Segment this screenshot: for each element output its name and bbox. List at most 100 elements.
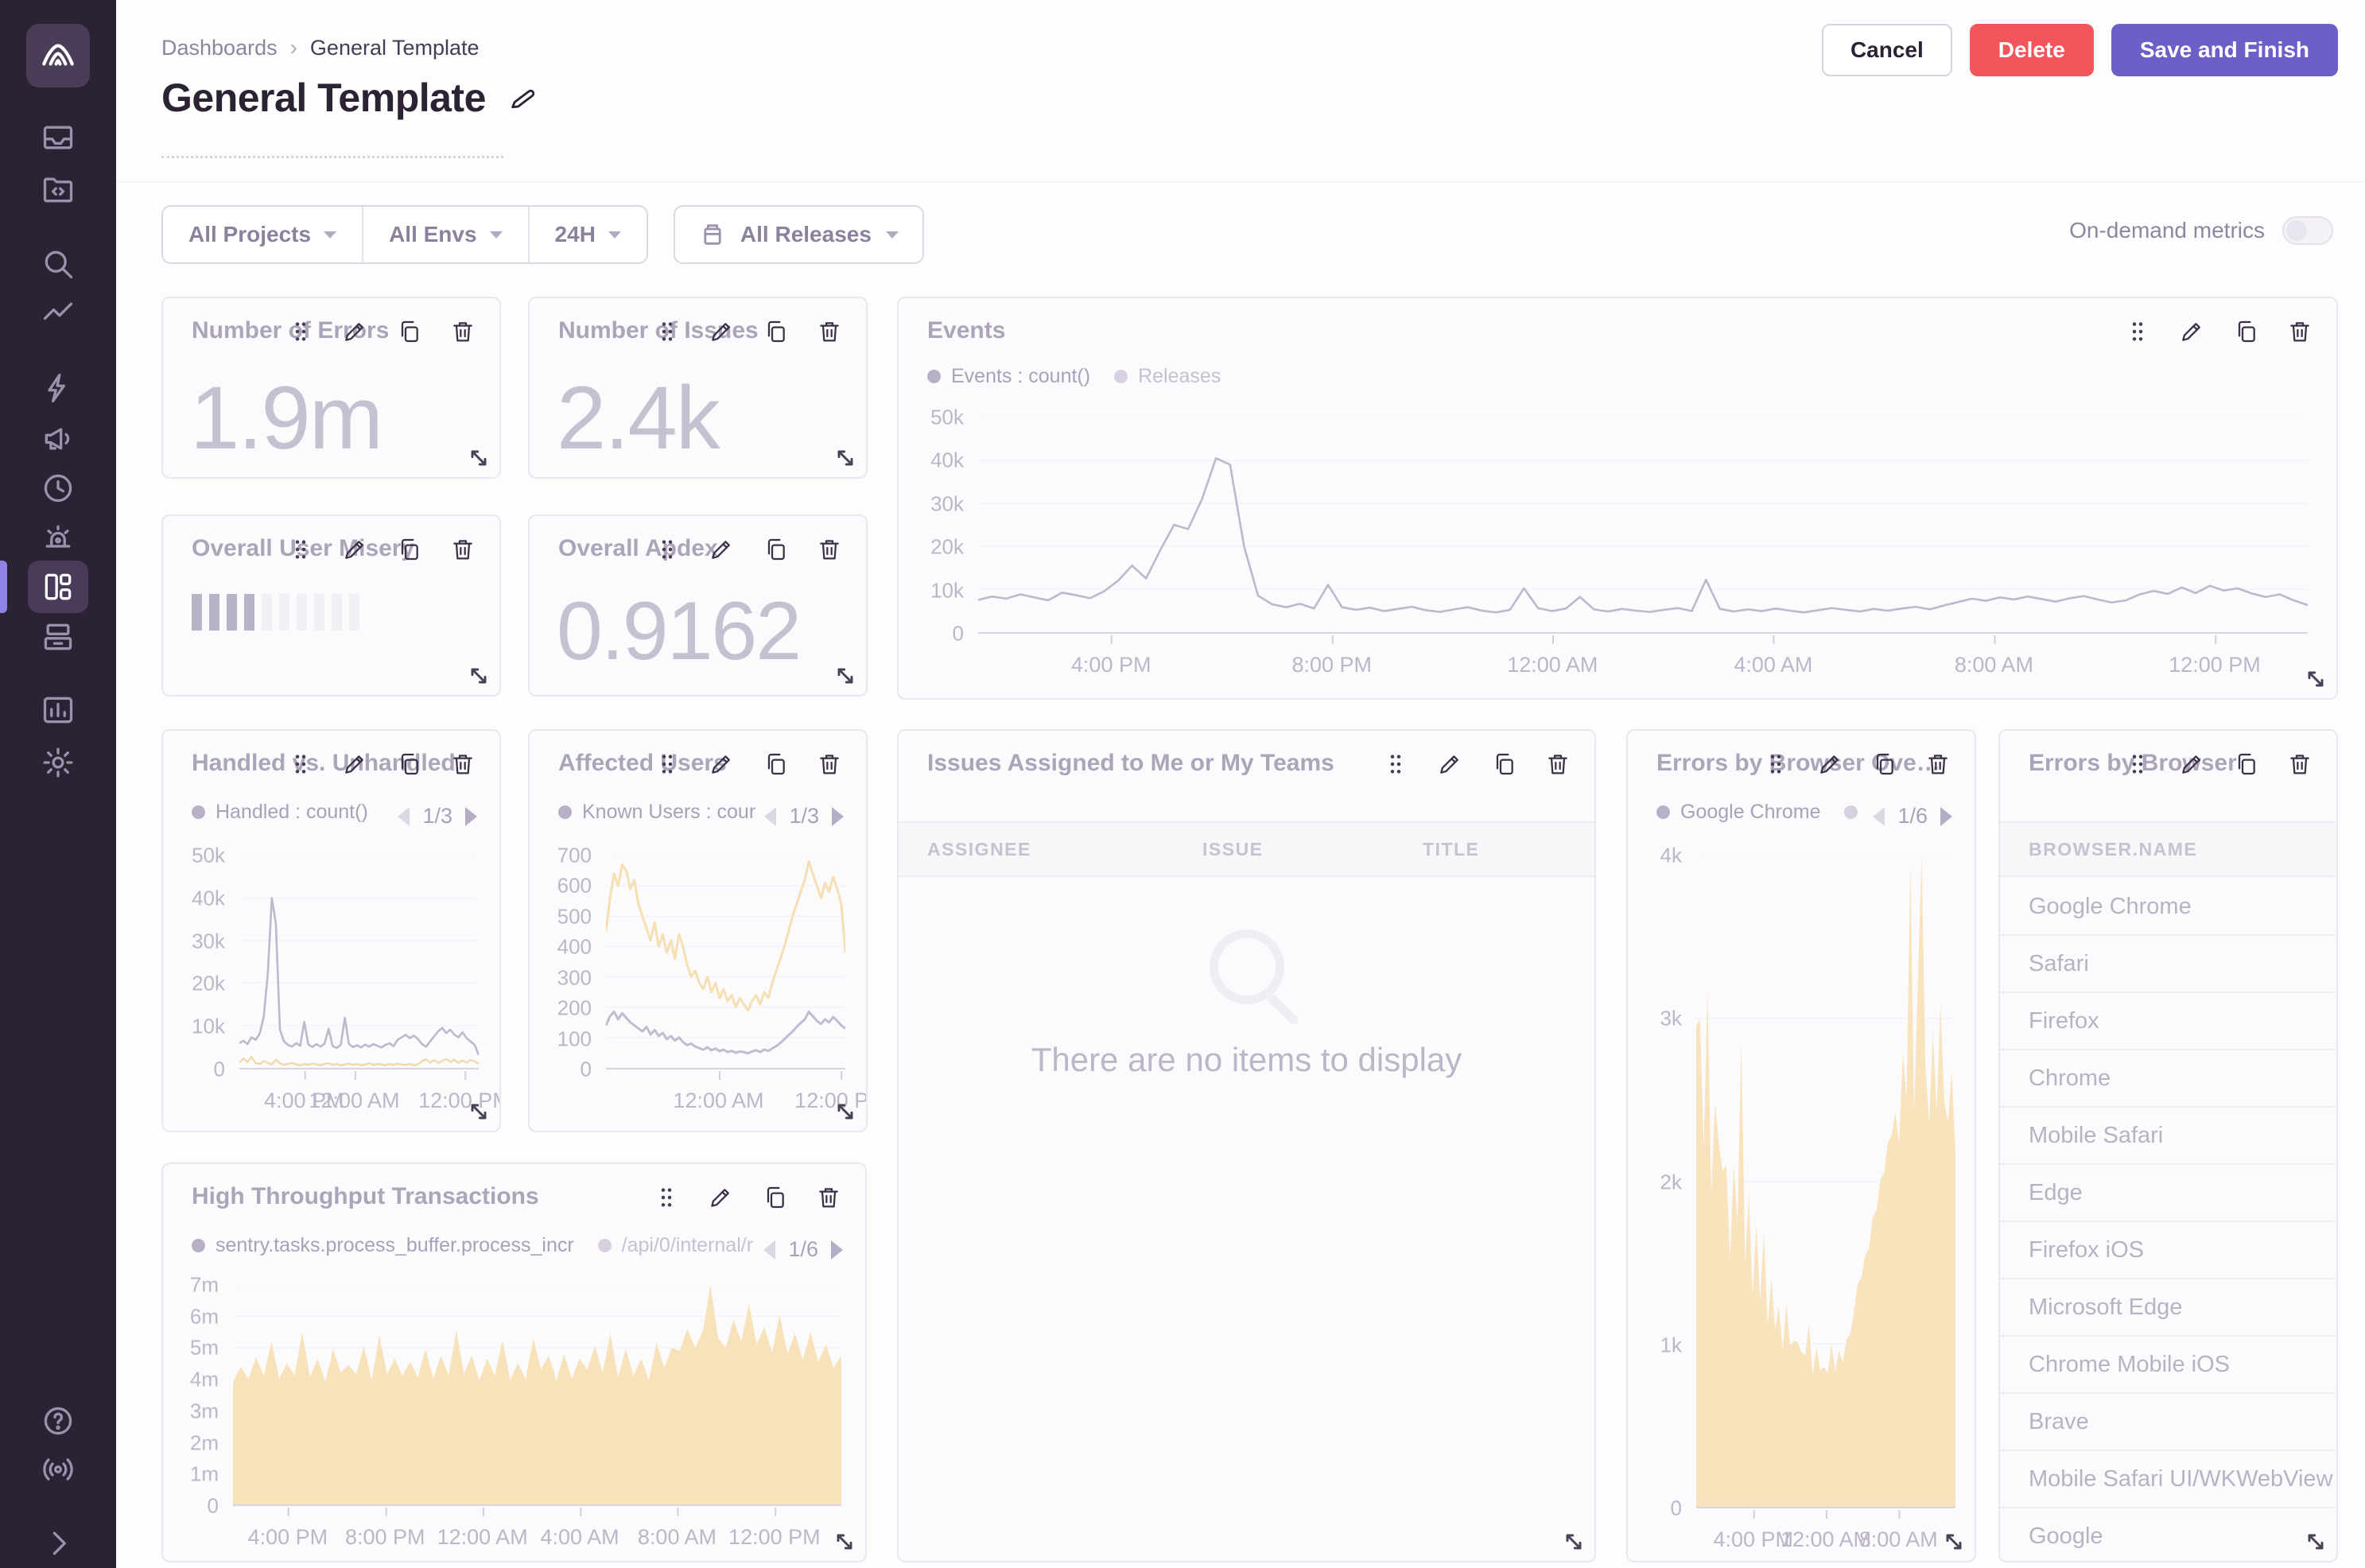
widget-high-throughput-transactions: High Throughput Transactions sentry.task… bbox=[161, 1162, 867, 1562]
drag-handle-icon[interactable] bbox=[2125, 751, 2150, 777]
sidebar-item-whats-new[interactable] bbox=[34, 1446, 82, 1492]
drag-handle-icon[interactable] bbox=[654, 751, 680, 777]
edit-widget-icon[interactable] bbox=[709, 751, 734, 777]
duplicate-widget-icon[interactable] bbox=[763, 319, 788, 344]
resize-handle[interactable] bbox=[466, 445, 491, 471]
resize-handle[interactable] bbox=[1561, 1529, 1586, 1554]
previous-page-icon[interactable] bbox=[763, 1240, 776, 1259]
duplicate-widget-icon[interactable] bbox=[2233, 319, 2258, 344]
delete-widget-icon[interactable] bbox=[817, 537, 842, 562]
duplicate-widget-icon[interactable] bbox=[762, 1185, 787, 1210]
resize-handle[interactable] bbox=[2303, 1529, 2328, 1554]
drag-handle-icon[interactable] bbox=[654, 1185, 679, 1210]
duplicate-widget-icon[interactable] bbox=[1871, 751, 1897, 777]
next-page-icon[interactable] bbox=[1940, 806, 1952, 826]
sidebar-item-performance[interactable] bbox=[34, 291, 82, 337]
projects-filter[interactable]: All Projects bbox=[163, 207, 362, 262]
delete-widget-icon[interactable] bbox=[450, 537, 476, 562]
resize-handle[interactable] bbox=[466, 1099, 491, 1124]
save-and-finish-button[interactable]: Save and Finish bbox=[2111, 24, 2338, 76]
drag-handle-icon[interactable] bbox=[288, 537, 313, 562]
delete-widget-icon[interactable] bbox=[816, 1185, 841, 1210]
sidebar-item-projects[interactable] bbox=[34, 166, 82, 212]
edit-widget-icon[interactable] bbox=[709, 537, 734, 562]
delete-widget-icon[interactable] bbox=[1925, 751, 1951, 777]
drag-handle-icon[interactable] bbox=[654, 319, 680, 344]
drag-handle-icon[interactable] bbox=[2125, 319, 2150, 344]
on-demand-metrics-row: On-demand metrics bbox=[2069, 216, 2333, 245]
next-page-icon[interactable] bbox=[832, 806, 844, 826]
sidebar-item-alerts[interactable] bbox=[34, 514, 82, 561]
duplicate-widget-icon[interactable] bbox=[763, 751, 788, 777]
sidebar-item-archive[interactable] bbox=[34, 614, 82, 660]
delete-widget-icon[interactable] bbox=[817, 751, 842, 777]
sentry-logo[interactable] bbox=[26, 24, 90, 87]
edit-title-icon[interactable] bbox=[505, 80, 537, 116]
previous-page-icon[interactable] bbox=[398, 806, 410, 826]
duplicate-widget-icon[interactable] bbox=[2233, 751, 2258, 777]
sidebar-item-user-feedback[interactable] bbox=[34, 415, 82, 461]
resize-handle[interactable] bbox=[833, 663, 858, 689]
delete-widget-icon[interactable] bbox=[2287, 319, 2313, 344]
resize-handle[interactable] bbox=[466, 663, 491, 689]
sidebar-item-crons[interactable] bbox=[34, 465, 82, 511]
resize-handle[interactable] bbox=[1941, 1529, 1967, 1554]
sidebar-item-releases[interactable] bbox=[34, 365, 82, 411]
edit-widget-icon[interactable] bbox=[342, 319, 367, 344]
edit-widget-icon[interactable] bbox=[1437, 751, 1462, 777]
duplicate-widget-icon[interactable] bbox=[763, 537, 788, 562]
delete-widget-icon[interactable] bbox=[1545, 751, 1571, 777]
previous-page-icon[interactable] bbox=[1873, 806, 1885, 826]
edit-widget-icon[interactable] bbox=[1817, 751, 1843, 777]
edit-widget-icon[interactable] bbox=[342, 751, 367, 777]
sidebar-item-stats[interactable] bbox=[34, 687, 82, 733]
sidebar-item-dashboards[interactable] bbox=[28, 561, 88, 613]
time-range-filter[interactable]: 24H bbox=[527, 207, 647, 262]
on-demand-metrics-toggle[interactable] bbox=[2282, 216, 2333, 245]
environments-filter[interactable]: All Envs bbox=[362, 207, 527, 262]
duplicate-widget-icon[interactable] bbox=[1491, 751, 1516, 777]
cancel-button[interactable]: Cancel bbox=[1821, 24, 1952, 76]
legend-dot bbox=[558, 805, 572, 819]
resize-handle[interactable] bbox=[833, 445, 858, 471]
delete-widget-icon[interactable] bbox=[2287, 751, 2313, 777]
next-page-icon[interactable] bbox=[831, 1240, 843, 1259]
edit-widget-icon[interactable] bbox=[708, 1185, 733, 1210]
table-row: Safari bbox=[2000, 936, 2336, 993]
resize-handle[interactable] bbox=[832, 1529, 857, 1554]
widget-controls bbox=[288, 751, 476, 777]
drag-handle-icon[interactable] bbox=[654, 537, 680, 562]
duplicate-widget-icon[interactable] bbox=[396, 537, 421, 562]
delete-button[interactable]: Delete bbox=[1969, 24, 2094, 76]
delete-widget-icon[interactable] bbox=[450, 751, 476, 777]
sidebar-item-search[interactable] bbox=[34, 241, 82, 287]
edit-widget-icon[interactable] bbox=[2179, 319, 2204, 344]
sidebar-item-help[interactable] bbox=[34, 1398, 82, 1444]
duplicate-widget-icon[interactable] bbox=[396, 319, 421, 344]
duplicate-widget-icon[interactable] bbox=[396, 751, 421, 777]
sidebar-item-settings[interactable] bbox=[34, 739, 82, 786]
widget-title: Affected Users bbox=[558, 750, 727, 776]
resize-handle[interactable] bbox=[2303, 666, 2328, 692]
previous-page-icon[interactable] bbox=[764, 806, 777, 826]
edit-widget-icon[interactable] bbox=[709, 319, 734, 344]
edit-widget-icon[interactable] bbox=[2179, 751, 2204, 777]
resize-handle[interactable] bbox=[833, 1099, 858, 1124]
drag-handle-icon[interactable] bbox=[1763, 751, 1788, 777]
delete-widget-icon[interactable] bbox=[450, 319, 476, 344]
drag-handle-icon[interactable] bbox=[288, 751, 313, 777]
header-divider bbox=[116, 181, 2365, 182]
releases-filter[interactable]: All Releases bbox=[673, 205, 924, 264]
drag-handle-icon[interactable] bbox=[288, 319, 313, 344]
next-page-icon[interactable] bbox=[465, 806, 477, 826]
sidebar-collapse-button[interactable] bbox=[34, 1520, 82, 1566]
breadcrumb-dashboards-link[interactable]: Dashboards bbox=[161, 35, 278, 60]
widget-overall-apdex: Overall Apdex 0.9162 bbox=[528, 514, 868, 697]
drag-handle-icon[interactable] bbox=[1383, 751, 1408, 777]
delete-widget-icon[interactable] bbox=[817, 319, 842, 344]
legend-dot bbox=[597, 1239, 612, 1252]
edit-widget-icon[interactable] bbox=[342, 537, 367, 562]
sidebar-item-issues[interactable] bbox=[34, 114, 82, 161]
